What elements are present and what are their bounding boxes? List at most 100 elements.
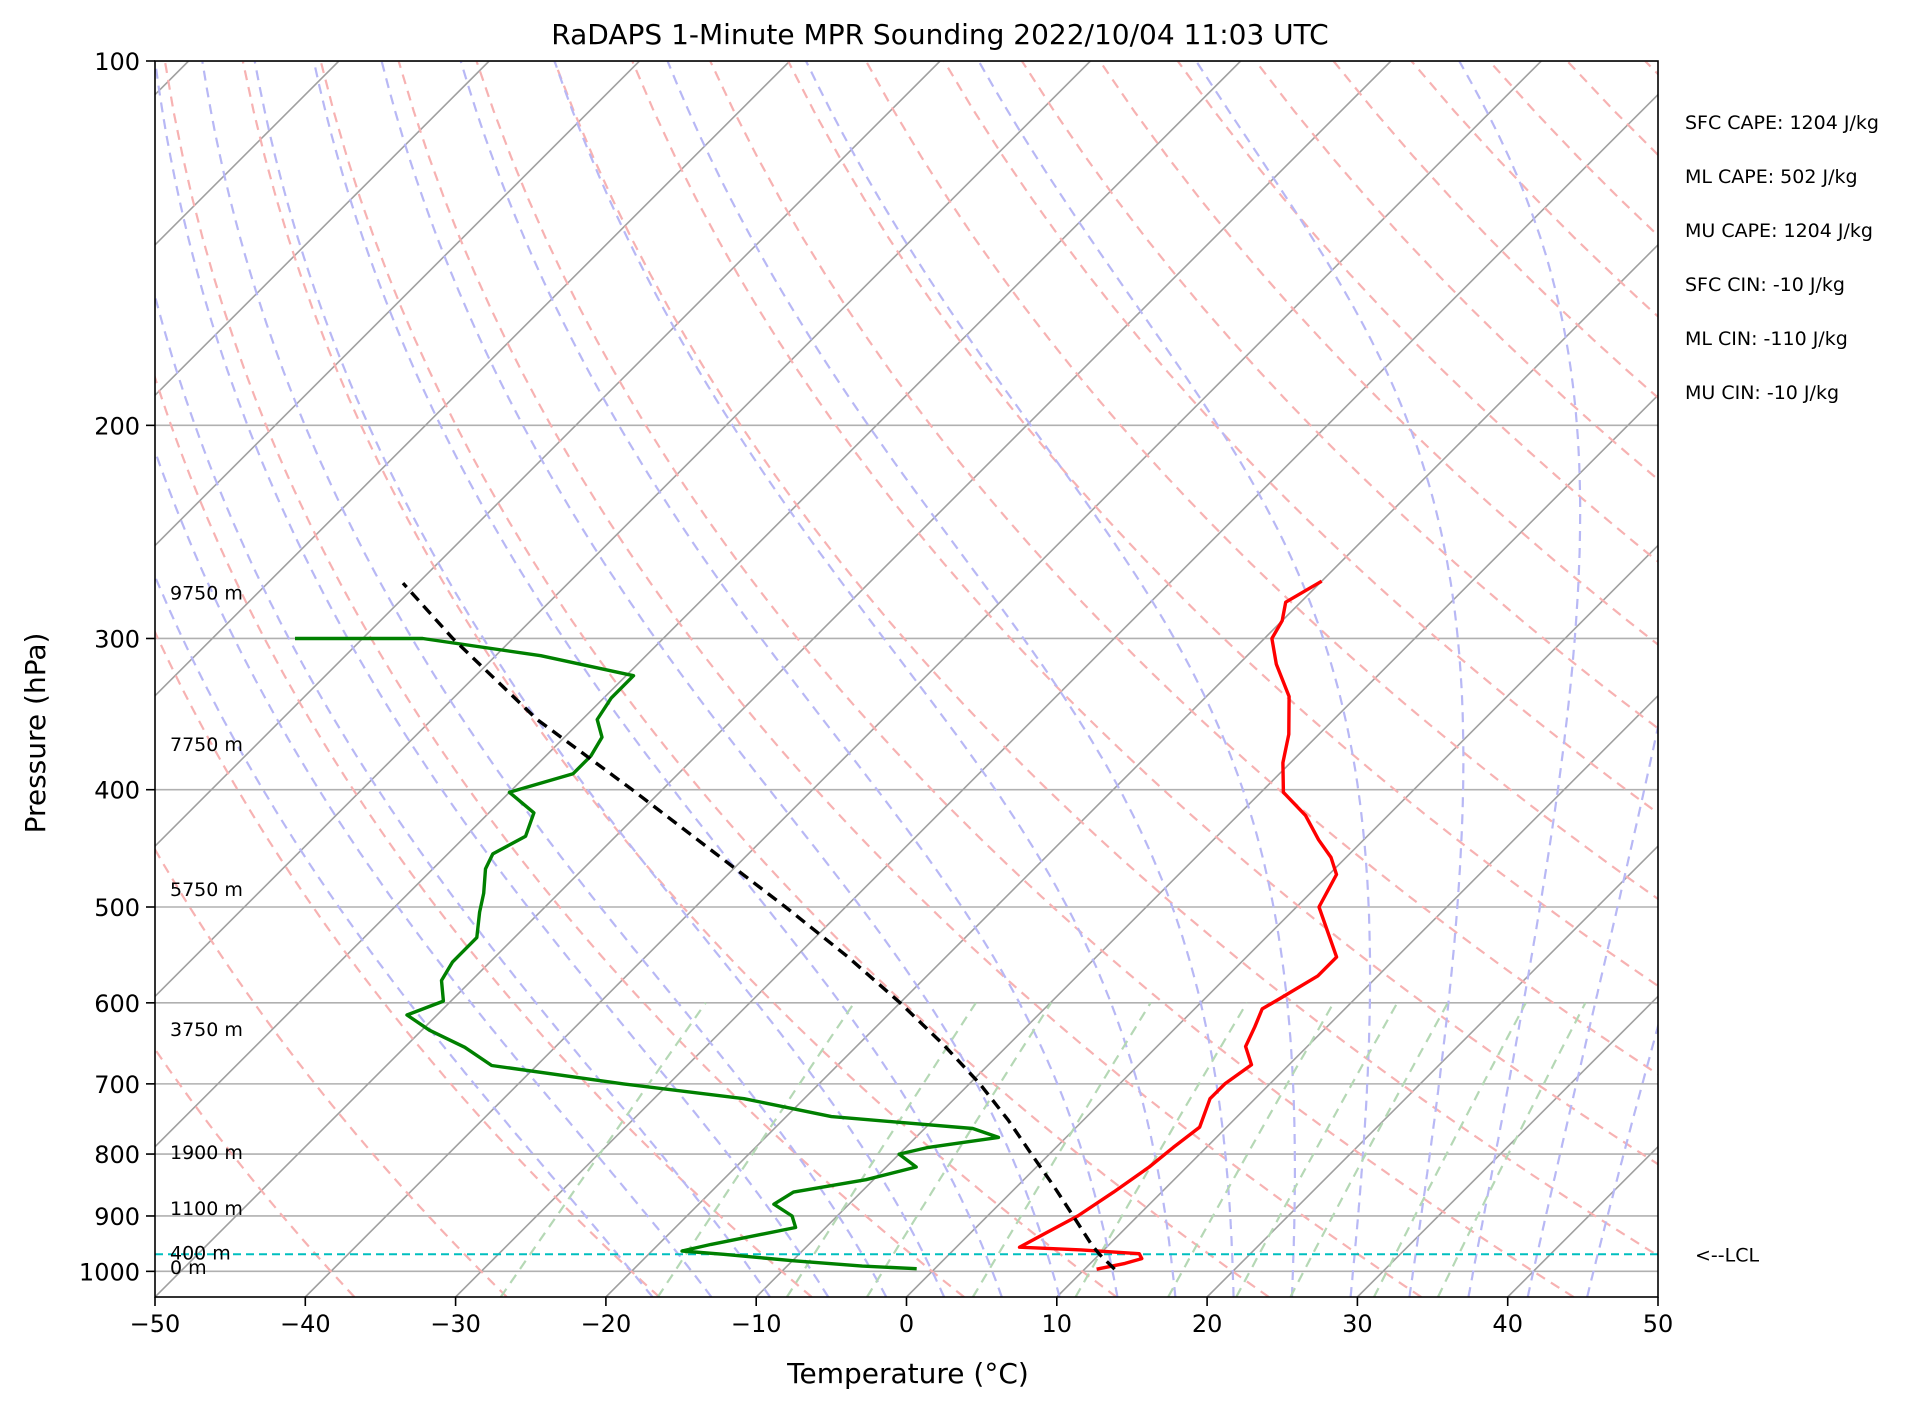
isotherm-line [1056, 694, 1658, 1297]
y-tick-label: 1000 [79, 1258, 140, 1286]
parcel-line [401, 581, 1116, 1271]
x-tick-label: −10 [731, 1310, 782, 1338]
dry-adiabat-line [1098, 61, 1658, 646]
mixing-ratio-line [1437, 1002, 1587, 1297]
height-label: 400 m [170, 1242, 231, 1264]
y-tick-label: 800 [94, 1141, 140, 1169]
moist-adiabat-line [155, 573, 654, 1297]
height-label: 7750 m [170, 734, 243, 756]
isotherm-line [455, 93, 1658, 1297]
stat-label: SFC CIN: -10 J/kg [1685, 274, 1845, 296]
isotherm-line [605, 243, 1658, 1297]
y-tick-label: 300 [94, 625, 140, 653]
y-tick-label: 700 [94, 1071, 140, 1099]
isotherm-line [155, 61, 1392, 1297]
y-tick-label: 400 [94, 777, 140, 805]
x-axis-label: Temperature (°C) [786, 1357, 1029, 1390]
isotherm-line [1206, 844, 1658, 1297]
isotherm-line [155, 61, 941, 848]
y-tick-label: 200 [94, 412, 140, 440]
frame-layer [146, 60, 1659, 1306]
dry-adiabat-line [787, 61, 1658, 988]
height-label: 3750 m [170, 1019, 243, 1041]
height-label: 1900 m [170, 1142, 243, 1164]
stat-label: MU CIN: -10 J/kg [1685, 382, 1839, 404]
isotherm-line [755, 394, 1658, 1297]
isotherm-line [905, 544, 1658, 1297]
x-tick-label: −20 [581, 1310, 632, 1338]
y-axis-label: Pressure (hPa) [19, 633, 52, 834]
moist-adiabat-line [155, 61, 830, 1297]
moist-adiabat-line [1586, 1022, 1658, 1297]
dry-adiabat-line [631, 61, 1658, 1166]
isotherm-line [155, 61, 1242, 1148]
moist-adiabat-line [155, 291, 771, 1297]
mixing-ratio-line [866, 1002, 1053, 1297]
x-tick-label: 10 [1042, 1310, 1073, 1338]
stat-label: ML CAPE: 502 J/kg [1685, 166, 1858, 188]
dewpoint-line [295, 636, 1001, 1271]
isotherm-line [155, 61, 641, 547]
dry-adiabat-line [163, 61, 965, 1297]
moist-adiabat-line [1458, 61, 1582, 1297]
moist-adiabat-line [805, 61, 1297, 1297]
stat-label: SFC CAPE: 1204 J/kg [1685, 112, 1879, 134]
x-tick-label: 20 [1192, 1310, 1223, 1338]
stat-label: ML CIN: -110 J/kg [1685, 328, 1848, 350]
isotherm-line [1356, 995, 1658, 1297]
moist-adiabat-line [201, 61, 888, 1297]
temperature-line [1017, 579, 1339, 1271]
dry-adiabat-line [155, 629, 661, 1297]
grid-layer [155, 61, 1658, 1297]
y-tick-label: 600 [94, 990, 140, 1018]
moist-adiabat-line [312, 61, 1003, 1297]
moist-adiabat-line [1526, 721, 1658, 1297]
dry-adiabat-line [155, 847, 508, 1297]
y-tick-label: 500 [94, 894, 140, 922]
x-tick-label: 0 [899, 1310, 914, 1338]
dry-adiabat-line [1020, 61, 1658, 730]
dry-adiabat-line [553, 61, 1658, 1257]
y-tick-label: 100 [94, 48, 140, 76]
moist-adiabat-line [155, 447, 713, 1297]
mixing-ratio-line [785, 1002, 977, 1297]
height-label: 0 m [170, 1257, 207, 1279]
mixing-ratio-line [1373, 1002, 1527, 1297]
height-label: 1100 m [170, 1198, 243, 1220]
height-label: 9750 m [170, 583, 243, 605]
isotherm-line [155, 61, 1091, 998]
mixing-ratio-line [1167, 1002, 1335, 1297]
moist-adiabat-line [977, 61, 1372, 1297]
dry-adiabat-line [319, 61, 1270, 1297]
moist-adiabat-line [380, 61, 1061, 1297]
x-tick-label: 50 [1643, 1310, 1674, 1338]
x-tick-label: −40 [280, 1310, 331, 1338]
dry-adiabat-line [943, 61, 1658, 815]
moist-adiabat-line [253, 61, 946, 1297]
moist-adiabat-line [666, 61, 1235, 1297]
label-layer: −50 −40 −30 −20 −10 0 10 20 30 40 50 100 200 300 400 50… [79, 48, 1879, 1338]
isotherm-line [155, 61, 490, 397]
stat-label: MU CAPE: 1204 J/kg [1685, 220, 1873, 242]
height-label: 5750 m [170, 879, 243, 901]
mixing-ratio-line [1289, 1002, 1449, 1297]
x-tick-label: −30 [430, 1310, 481, 1338]
series-layer [155, 579, 1658, 1271]
chart-title: RaDAPS 1-Minute MPR Sounding 2022/10/04 … [551, 18, 1328, 51]
mixing-ratio-line [656, 1002, 856, 1297]
isotherm-line [304, 61, 1542, 1297]
mixing-ratio-line [1235, 1002, 1399, 1297]
x-tick-label: −50 [130, 1310, 181, 1338]
moist-adiabat-line [553, 61, 1177, 1297]
x-tick-label: 40 [1492, 1310, 1523, 1338]
dry-adiabat-line [241, 61, 1118, 1297]
moist-adiabat-line [1195, 61, 1465, 1297]
dry-adiabat-line [709, 61, 1658, 1076]
x-tick-label: 30 [1342, 1310, 1373, 1338]
lcl-label: <--LCL [1695, 1244, 1759, 1266]
mixing-ratio-line [499, 1002, 707, 1297]
moist-adiabat-line [459, 61, 1119, 1297]
dry-adiabat-line [475, 61, 1575, 1297]
dry-adiabat-line [155, 374, 813, 1297]
